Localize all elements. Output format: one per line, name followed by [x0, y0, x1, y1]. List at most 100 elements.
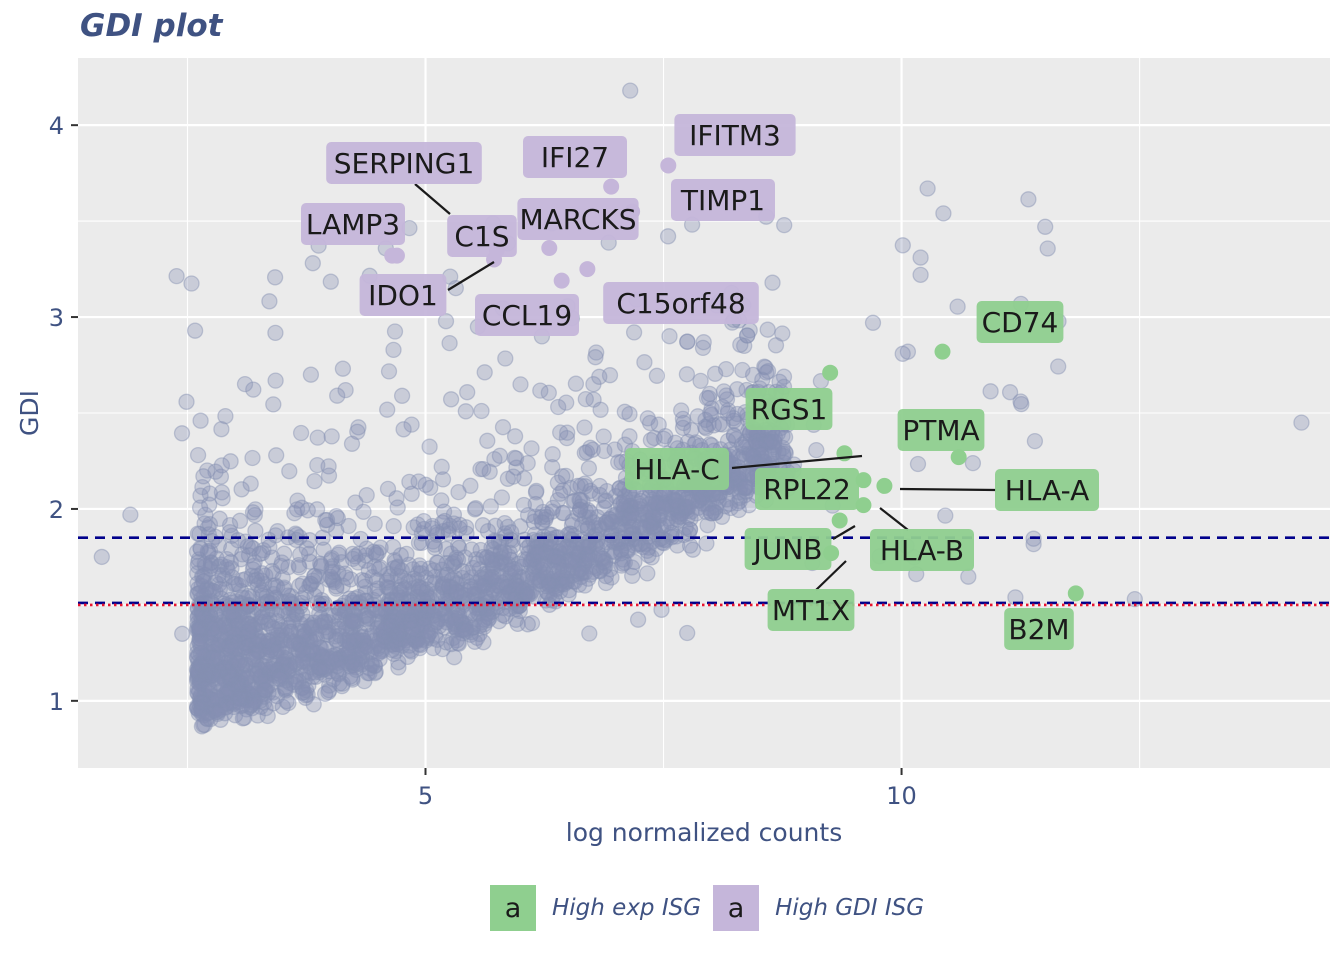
gene-point [603, 527, 620, 544]
gene-point [218, 698, 235, 716]
gene-point [246, 617, 263, 634]
gene-point [429, 554, 446, 571]
background-points [93, 82, 1310, 735]
gene-point [584, 558, 601, 575]
gene-point [498, 578, 515, 595]
gene-point [565, 573, 582, 590]
gene-point [309, 653, 326, 671]
gene-point [476, 577, 493, 594]
gene-point [680, 499, 697, 516]
gene-point [520, 585, 538, 602]
gene-point [474, 571, 492, 588]
highlight-point-lamp3 [384, 247, 401, 264]
gene-point [776, 443, 794, 461]
gene-point [249, 615, 266, 632]
gene-point [234, 546, 251, 563]
gene-point [624, 531, 641, 548]
gene-point [636, 354, 653, 371]
gene-point [195, 468, 212, 485]
gene-point [356, 607, 374, 624]
gene-point [375, 628, 393, 645]
gene-point [241, 677, 259, 695]
gene-point [341, 634, 359, 651]
gene-point [252, 698, 269, 715]
gene-point [343, 435, 361, 452]
gene-point [410, 534, 428, 551]
gene-point [189, 663, 207, 680]
gene-point [286, 505, 303, 522]
gene-point [328, 663, 345, 680]
gene-point [595, 428, 612, 445]
gene-point [692, 372, 709, 390]
gene-point [559, 537, 577, 555]
gene-point [244, 674, 261, 691]
svg-text:SERPING1: SERPING1 [334, 147, 475, 180]
gene-point [581, 509, 598, 526]
gene-point [301, 532, 318, 549]
gene-point [479, 579, 496, 596]
gene-point [661, 328, 678, 345]
gene-point [397, 632, 414, 649]
gene-point [266, 643, 283, 660]
gene-point [577, 564, 594, 581]
svg-text:MARCKS: MARCKS [519, 203, 636, 236]
gene-point [212, 711, 229, 728]
gene-point [544, 551, 561, 569]
gene-point [383, 607, 400, 625]
gene-point [323, 428, 340, 445]
gene-point [248, 567, 265, 585]
gene-point [335, 653, 352, 671]
gene-point [681, 493, 698, 511]
gene-point [388, 635, 406, 653]
gene-point [519, 567, 536, 585]
gene-point [189, 668, 206, 686]
gene-label-lamp3: LAMP3 [301, 203, 405, 245]
gene-point [655, 534, 672, 552]
gene-point [246, 572, 263, 589]
gene-point [497, 528, 515, 545]
gene-point [232, 582, 250, 600]
gene-point [639, 542, 656, 559]
gene-point [519, 616, 536, 633]
gene-point [594, 521, 611, 538]
gene-point [616, 554, 633, 571]
gene-point [463, 569, 480, 586]
gene-point [557, 467, 575, 485]
gene-point [775, 368, 793, 385]
gene-point [393, 562, 411, 579]
gene-point [864, 314, 882, 331]
gene-point [544, 547, 562, 564]
gene-point [243, 700, 261, 717]
gene-point [221, 643, 238, 661]
gene-point [554, 504, 571, 522]
gene-point [587, 349, 604, 366]
gene-point [542, 547, 559, 564]
gene-point [597, 514, 615, 531]
gene-point [306, 472, 323, 490]
gene-label-c15orf48: C15orf48 [603, 282, 759, 324]
gene-point [441, 334, 458, 352]
gene-point [213, 421, 230, 438]
gene-point [421, 438, 438, 455]
gene-point [330, 620, 347, 638]
gene-point [544, 499, 562, 517]
gene-point [526, 547, 543, 564]
gene-point [468, 585, 485, 603]
gene-point [553, 575, 570, 593]
gene-point [414, 631, 431, 648]
gene-point [379, 401, 396, 418]
gene-point [401, 637, 418, 654]
gene-point [309, 644, 326, 662]
gene-point [570, 544, 588, 562]
gene-point [474, 517, 492, 534]
gene-point [294, 628, 311, 645]
gene-point [387, 628, 405, 645]
gene-point [672, 508, 689, 525]
gene-point [412, 580, 429, 597]
gene-label-serping1: SERPING1 [326, 142, 482, 184]
gene-point [472, 460, 489, 478]
gene-point [403, 643, 420, 660]
gene-point [210, 617, 227, 635]
gene-point [303, 575, 320, 593]
gene-point [698, 420, 715, 437]
